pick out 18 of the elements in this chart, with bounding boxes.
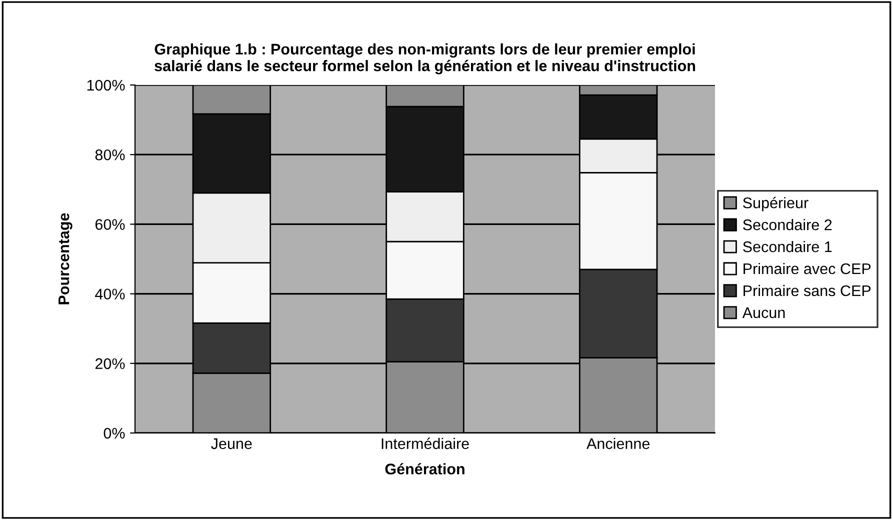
x-tick-label: Intermédiaire xyxy=(382,438,469,450)
y-tick-label: 20% xyxy=(95,358,125,370)
legend-label: Secondaire 1 xyxy=(743,240,832,252)
y-tick-label: 80% xyxy=(95,149,125,160)
legend-label: Primaire avec CEP xyxy=(744,262,871,274)
legend-label: Aucun xyxy=(742,307,785,318)
y-tick-label: 0% xyxy=(104,428,125,439)
legend-label: Primaire sans CEP xyxy=(744,284,871,296)
x-tick-label: Ancienne xyxy=(586,438,650,450)
legend-label: Supérieur xyxy=(743,196,808,212)
y-axis-title: Pourcentage xyxy=(58,213,72,304)
y-tick-label: 40% xyxy=(95,288,125,300)
chart-title: Graphique 1.b : Pourcentage des non-migrants lors de leur premier emploi salarié dans le secteur formel selon la génération et le niveau d'instruction xyxy=(154,43,696,74)
x-axis-title: Génération xyxy=(385,463,464,474)
legend-label: Secondaire 2 xyxy=(743,219,832,230)
y-tick-label: 60% xyxy=(95,219,125,230)
y-tick-label: 100% xyxy=(87,80,125,91)
x-tick-label: Jeune xyxy=(211,438,252,450)
